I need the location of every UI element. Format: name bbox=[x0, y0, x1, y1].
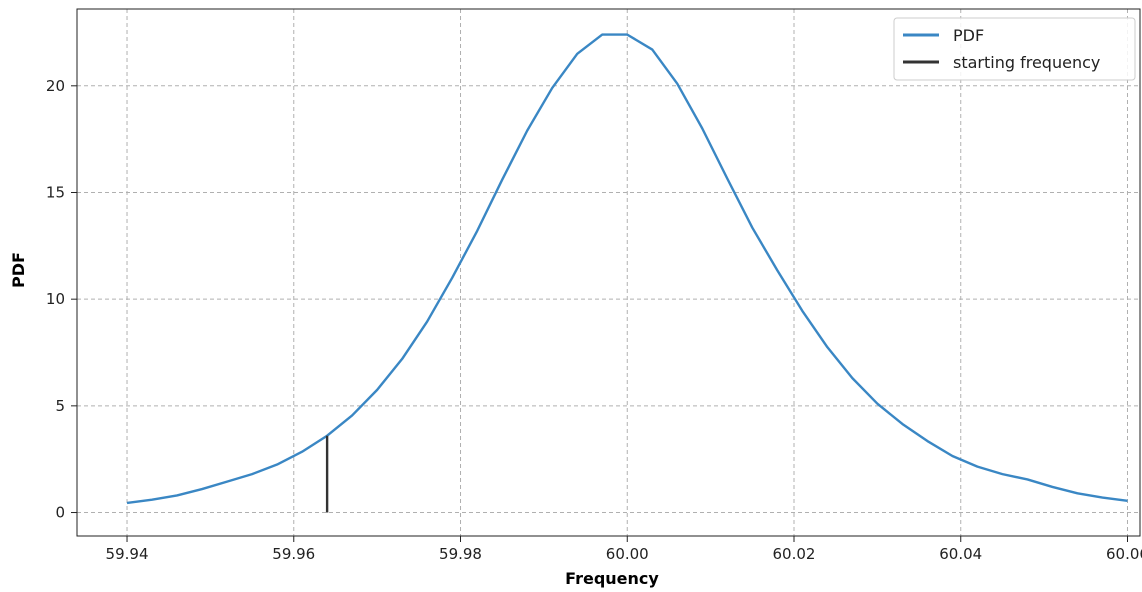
y-tick-label: 10 bbox=[46, 290, 65, 308]
x-tick-label: 60.02 bbox=[773, 545, 816, 563]
x-tick-label: 60.00 bbox=[606, 545, 649, 563]
series-line-pdf bbox=[126, 33, 1128, 505]
legend-label-pdf: PDF bbox=[953, 26, 984, 45]
y-tick-label: 20 bbox=[46, 77, 65, 95]
series-layer bbox=[126, 33, 1128, 513]
x-tick-label: 60.06 bbox=[1106, 545, 1142, 563]
plot-frame bbox=[76, 8, 1141, 537]
y-tick-label: 0 bbox=[55, 504, 65, 522]
grid-lines bbox=[77, 9, 1140, 536]
y-tick-label: 15 bbox=[46, 183, 65, 201]
legend-label-starting-frequency: starting frequency bbox=[953, 53, 1100, 72]
ticks: 59.94 59.96 59.98 60.00 60.02 60.04 60.06 0 5 10 1… bbox=[46, 77, 1142, 563]
y-axis-title: PDF bbox=[9, 252, 28, 288]
y-tick-label: 5 bbox=[55, 397, 65, 415]
x-tick-label: 59.94 bbox=[106, 545, 149, 563]
x-axis-title: Frequency bbox=[565, 569, 659, 588]
legend-frame bbox=[893, 17, 1136, 81]
x-tick-label: 60.04 bbox=[939, 545, 982, 563]
x-tick-label: 59.98 bbox=[439, 545, 482, 563]
x-tick-label: 59.96 bbox=[272, 545, 315, 563]
legend: PDF starting frequency bbox=[893, 17, 1136, 81]
axes bbox=[76, 8, 1141, 537]
